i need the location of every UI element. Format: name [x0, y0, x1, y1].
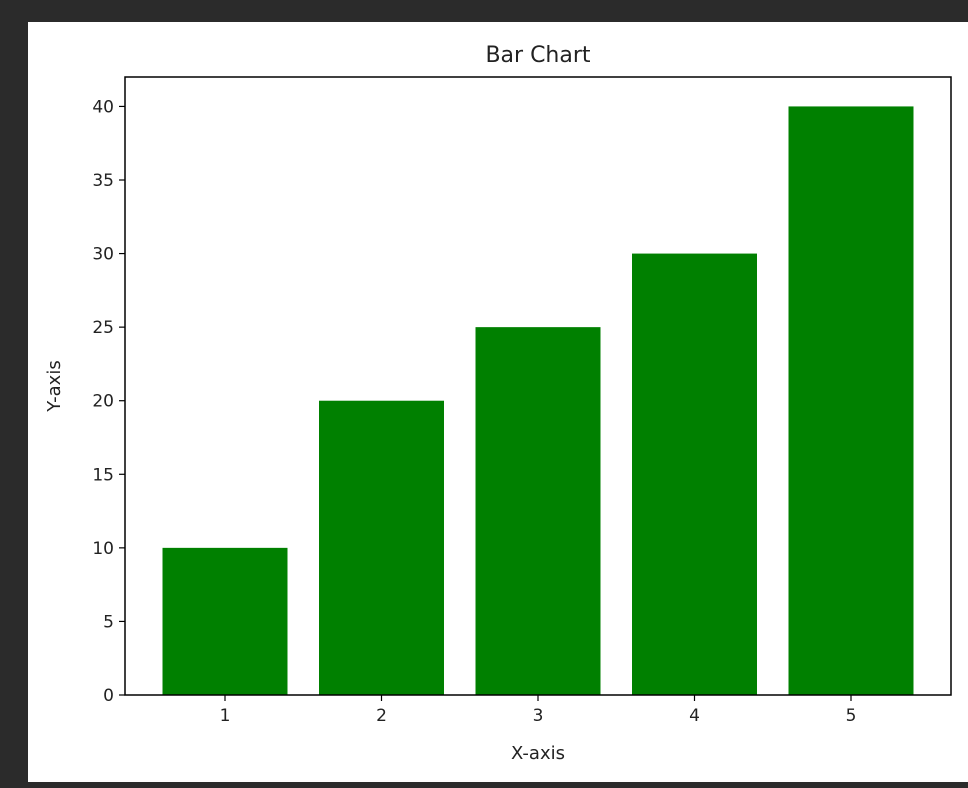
y-tick-label: 15 — [92, 465, 114, 485]
bars-group — [162, 106, 914, 696]
y-tick-label: 30 — [92, 245, 114, 265]
x-tick-label: 4 — [689, 706, 700, 726]
bar-1 — [162, 547, 288, 695]
y-tick-label: 20 — [92, 392, 114, 412]
y-tick-label: 10 — [92, 539, 114, 559]
y-tick-label: 0 — [103, 686, 114, 706]
bar-3 — [475, 327, 601, 695]
x-ticks-group: 1 2 3 4 5 — [220, 695, 857, 726]
y-tick-label: 25 — [92, 318, 114, 338]
chart-title: Bar Chart — [485, 43, 590, 68]
bar-2 — [319, 400, 444, 695]
y-tick-label: 35 — [92, 171, 114, 191]
y-tick-label: 5 — [103, 612, 114, 632]
x-axis-label: X-axis — [511, 743, 565, 764]
bar-4 — [632, 253, 757, 696]
y-ticks-group: 0 5 10 15 20 25 30 35 40 — [92, 97, 125, 706]
x-tick-label: 2 — [376, 706, 387, 726]
plot-area-border — [124, 76, 952, 696]
y-tick-label: 40 — [92, 97, 114, 117]
y-axis-label: Y-axis — [44, 360, 65, 412]
x-tick-label: 1 — [220, 706, 231, 726]
x-tick-label: 5 — [846, 706, 857, 726]
bar-5 — [788, 106, 914, 695]
x-tick-label: 3 — [533, 706, 544, 726]
